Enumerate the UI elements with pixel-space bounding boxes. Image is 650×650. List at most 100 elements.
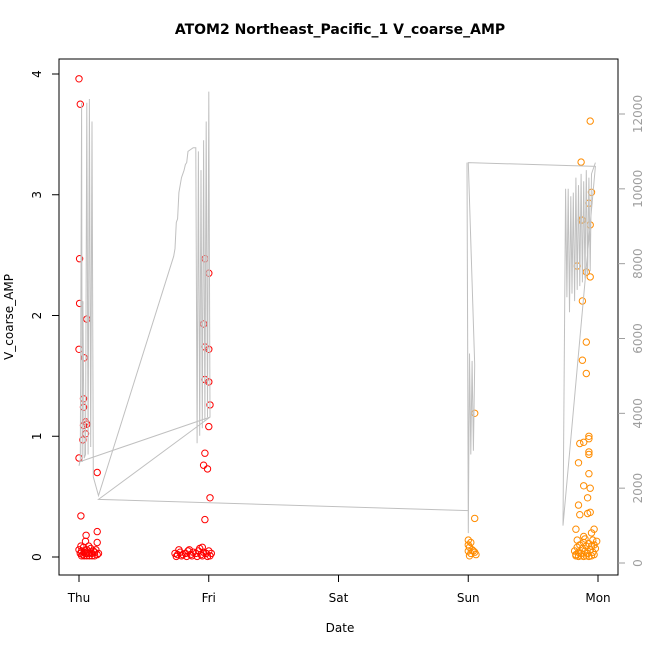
data-point: [467, 538, 475, 547]
data-point: [574, 459, 583, 467]
data-point: [186, 550, 195, 559]
data-point: [93, 527, 101, 536]
data-point: [573, 536, 581, 544]
data-point: [87, 544, 95, 553]
data-point: [587, 529, 596, 537]
data-point: [586, 117, 594, 125]
data-point: [585, 450, 593, 459]
plot-area: Thu Fri Sat Sun Mon 0 1 2 3 4 0 2000 4000 6000 8000 100…: [30, 58, 645, 605]
data-point: [175, 546, 183, 554]
y2-tick-label: 10000: [631, 170, 645, 208]
data-point: [589, 536, 597, 544]
y-tick-label: 3: [30, 191, 44, 199]
data-point: [173, 550, 182, 559]
data-point: [582, 542, 590, 550]
data-point: [198, 552, 207, 560]
y-tick-label: 1: [30, 432, 44, 440]
data-point: [88, 552, 96, 560]
data-point: [77, 512, 85, 520]
x-tick-label: Thu: [67, 591, 91, 605]
data-point: [85, 552, 94, 560]
data-point: [77, 542, 85, 550]
data-point: [577, 158, 585, 166]
y2-tick-label: 4000: [631, 398, 645, 429]
data-point: [576, 511, 584, 519]
data-point: [586, 273, 594, 281]
data-point: [464, 536, 472, 544]
data-point: [206, 552, 214, 560]
chart-title: ATOM2 Northeast_Pacific_1 V_coarse_AMP: [175, 22, 505, 38]
data-point: [590, 550, 598, 559]
data-point: [203, 465, 212, 473]
data-point: [583, 494, 592, 502]
series-group: [75, 75, 601, 561]
y2-tick-label: 6000: [631, 323, 645, 354]
data-point: [185, 546, 194, 554]
data-point: [576, 439, 584, 448]
data-point: [578, 356, 587, 364]
y2-tick-label: 0: [631, 559, 645, 567]
data-point: [586, 484, 594, 492]
data-point: [206, 494, 214, 502]
data-point: [580, 482, 588, 490]
data-point: [75, 75, 83, 83]
data-point: [574, 501, 583, 509]
data-point: [582, 338, 590, 346]
data-point: [465, 552, 474, 560]
data-point: [199, 461, 208, 469]
data-point: [573, 543, 581, 551]
data-point: [93, 550, 101, 559]
data-point: [585, 470, 593, 478]
data-point: [580, 438, 588, 446]
data-point: [201, 515, 209, 524]
data-point: [578, 297, 587, 305]
y2-tick-label: 8000: [631, 248, 645, 279]
data-point: [586, 508, 594, 516]
data-point: [581, 535, 589, 543]
y2-tick-label: 12000: [631, 95, 645, 133]
data-point: [94, 549, 103, 558]
x-tick-label: Fri: [202, 591, 216, 605]
y-tick-label: 0: [30, 553, 44, 561]
x-tick-label: Sat: [329, 591, 349, 605]
data-point: [172, 552, 181, 561]
data-point: [471, 514, 479, 523]
data-point: [582, 369, 590, 378]
data-point: [205, 547, 213, 555]
data-point: [177, 552, 186, 560]
data-point: [471, 548, 479, 556]
data-point: [79, 436, 87, 444]
data-point: [183, 552, 191, 561]
data-point: [188, 552, 196, 560]
data-point: [205, 422, 213, 431]
x-tick-label: Mon: [585, 591, 610, 605]
data-point: [585, 435, 593, 443]
data-point: [196, 544, 204, 553]
data-point: [77, 552, 86, 560]
data-point: [593, 537, 601, 545]
data-point: [570, 547, 579, 555]
data-point: [468, 546, 476, 554]
x-tick-label: Sun: [457, 591, 480, 605]
y2-tick-label: 2000: [631, 473, 645, 504]
data-point: [585, 448, 593, 456]
x-axis-label: Date: [326, 621, 355, 635]
data-point: [75, 255, 84, 263]
data-point: [201, 449, 209, 457]
y-axis-label: V_coarse_AMP: [2, 274, 16, 360]
data-point: [205, 378, 213, 386]
data-point: [572, 525, 580, 533]
data-point: [85, 542, 93, 550]
series-line: [78, 91, 596, 534]
data-point: [80, 552, 88, 560]
data-point: [585, 432, 593, 440]
data-point: [93, 538, 101, 547]
y-tick-label: 4: [30, 70, 44, 78]
data-point: [193, 552, 201, 561]
data-point: [581, 547, 589, 555]
y-tick-label: 2: [30, 312, 44, 320]
data-point: [76, 100, 85, 108]
data-point: [590, 525, 598, 533]
